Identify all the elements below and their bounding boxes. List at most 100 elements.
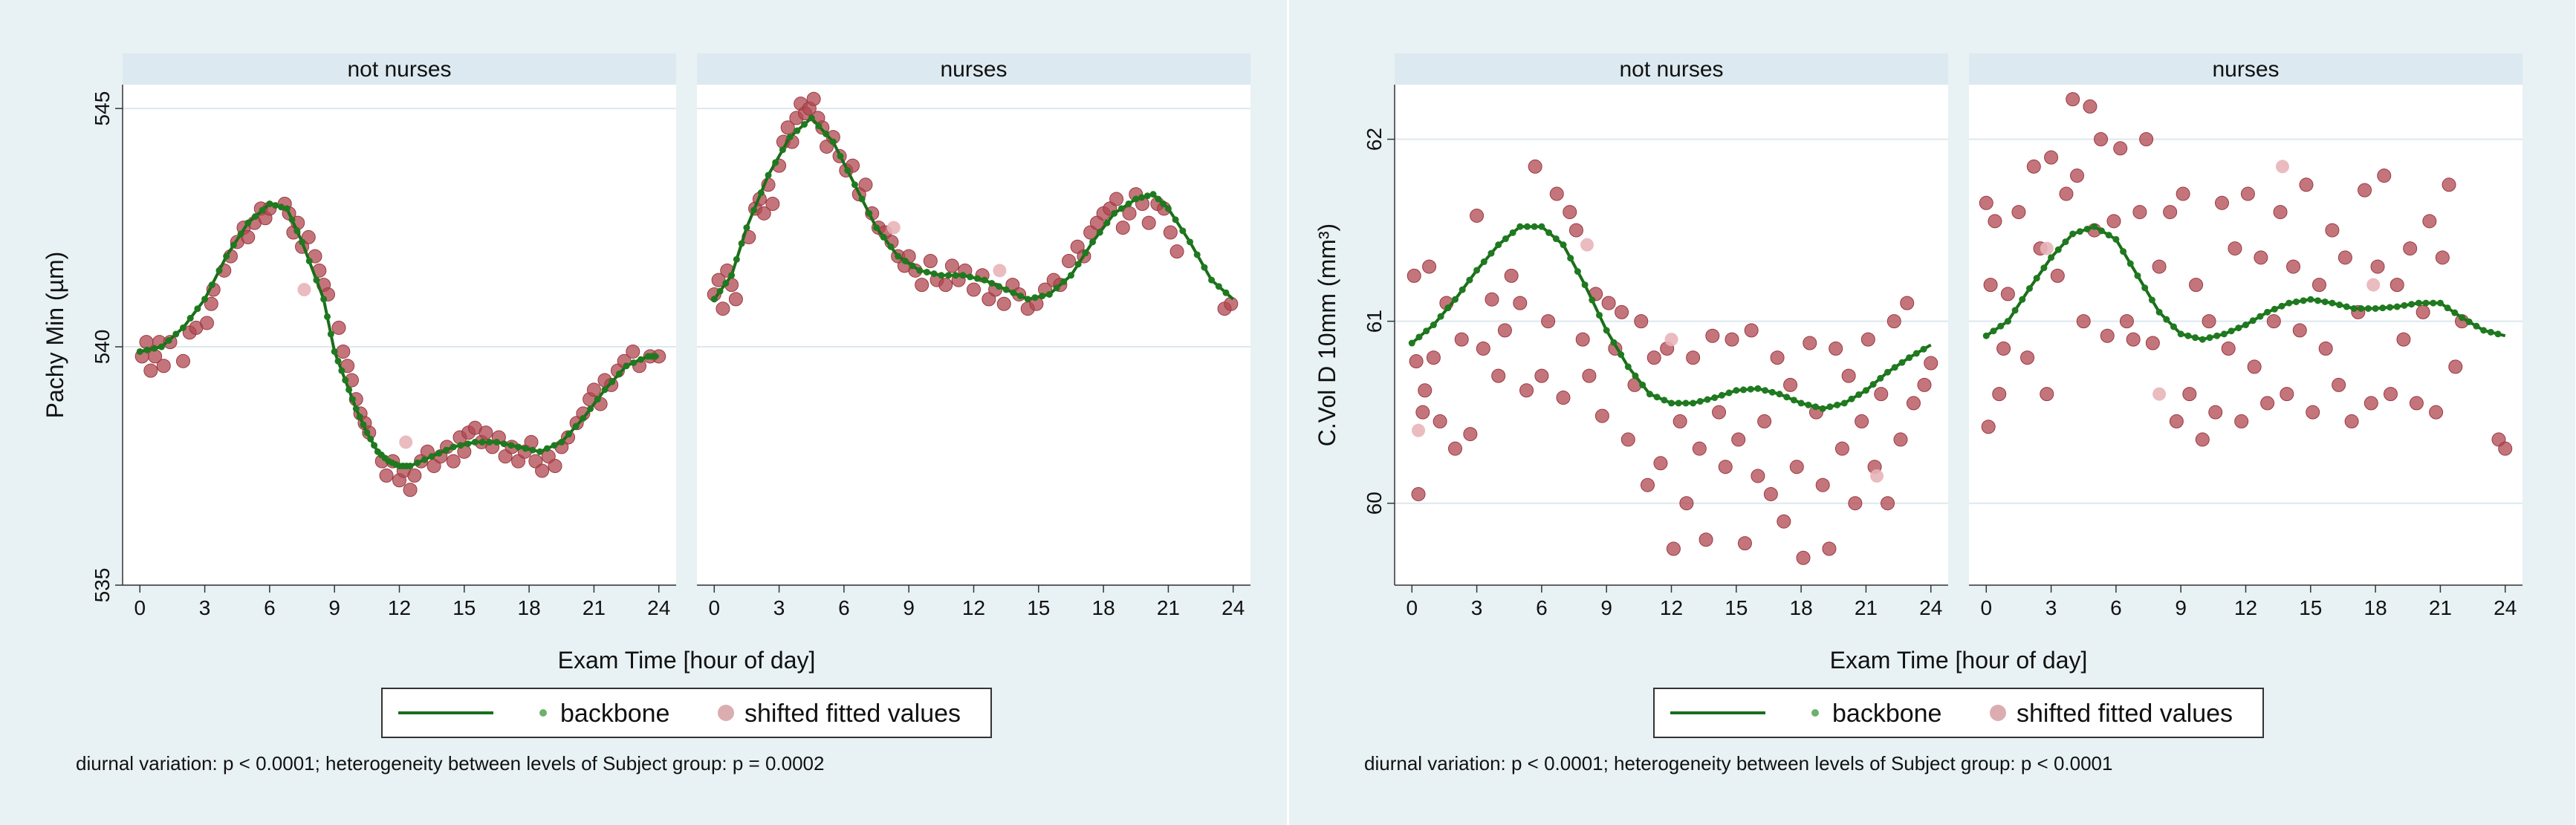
data-point	[1841, 368, 1856, 383]
data-point	[1409, 354, 1424, 369]
backbone-marker	[952, 272, 959, 279]
backbone-marker	[1776, 391, 1783, 398]
data-point	[1992, 387, 2007, 402]
data-point	[1979, 195, 1993, 210]
data-point	[1893, 432, 1908, 447]
data-point	[2311, 278, 2326, 293]
data-point	[1497, 323, 1512, 338]
x-tick-label: 24	[2494, 596, 2517, 619]
backbone-marker	[959, 272, 967, 279]
backbone-marker	[1466, 276, 1473, 284]
data-point	[2273, 205, 2288, 220]
data-point	[2254, 250, 2268, 265]
data-point	[2409, 396, 2424, 411]
backbone-marker	[1840, 400, 1848, 407]
y-tick-label: 545	[91, 91, 114, 126]
backbone-marker	[1082, 250, 1089, 257]
data-point-faded	[1580, 238, 1594, 252]
backbone-marker	[808, 114, 815, 122]
backbone-marker	[2459, 314, 2466, 322]
backbone-marker	[938, 272, 945, 279]
panel-title: nurses	[940, 57, 1007, 82]
data-point	[1988, 214, 2002, 229]
backbone-marker	[2329, 299, 2336, 307]
data-point	[2325, 223, 2340, 238]
backbone-marker	[2184, 332, 2192, 339]
data-point-faded	[297, 283, 311, 297]
backbone-marker	[2321, 298, 2329, 305]
backbone-marker	[2148, 296, 2155, 304]
data-point	[1470, 208, 1485, 223]
data-point	[1534, 368, 1549, 383]
data-point	[1725, 332, 1739, 347]
data-point	[1491, 368, 1506, 383]
x-tick-label: 6	[264, 596, 276, 619]
data-point	[1673, 414, 1687, 428]
backbone-marker	[1618, 351, 1625, 359]
data-point	[1855, 414, 1869, 428]
backbone-marker	[945, 272, 953, 279]
backbone-marker	[1805, 401, 1812, 408]
backbone-marker	[1031, 294, 1039, 301]
x-tick-label: 12	[962, 596, 985, 619]
data-point	[535, 463, 550, 478]
backbone-marker	[1053, 284, 1060, 292]
chart-2: not nurses 0 3 6 9 12 15 18 21 24 60 61 62 nurses 0 3 6 9…	[1288, 0, 2575, 825]
backbone-marker	[493, 438, 500, 446]
footnote: diurnal variation: p < 0.0001; heterogen…	[1364, 752, 2112, 775]
x-axis-title: Exam Time [hour of day]	[1830, 647, 2088, 674]
backbone-marker	[1877, 374, 1884, 382]
data-point	[716, 301, 730, 316]
backbone-marker	[2444, 304, 2451, 312]
backbone-marker	[464, 440, 472, 448]
backbone-marker	[815, 123, 823, 130]
backbone-marker	[909, 262, 916, 270]
backbone-marker	[2199, 336, 2206, 343]
legend-backbone-label: backbone	[1832, 700, 1941, 728]
backbone-marker	[2379, 304, 2387, 312]
backbone-marker	[1869, 381, 1877, 388]
data-point	[1169, 244, 1184, 259]
panel-strip	[1969, 53, 2523, 85]
backbone-marker	[320, 296, 328, 303]
data-point-faded	[2275, 160, 2289, 174]
x-tick-label: 12	[2234, 596, 2257, 619]
backbone-marker	[1912, 350, 1920, 357]
backbone-marker	[151, 345, 158, 352]
backbone-marker	[2343, 303, 2350, 310]
data-point	[139, 335, 154, 350]
backbone-marker	[1552, 235, 1560, 243]
x-tick-label: 15	[2299, 596, 2322, 619]
backbone-marker	[2264, 308, 2271, 316]
data-point	[2119, 314, 2134, 329]
x-tick-label: 9	[328, 596, 340, 619]
data-point	[2435, 250, 2450, 265]
backbone-marker	[1423, 327, 1430, 335]
data-point	[478, 425, 493, 440]
backbone-marker	[1646, 391, 1653, 398]
data-point	[2208, 405, 2223, 420]
data-point	[1763, 486, 1778, 501]
data-point	[1692, 441, 1707, 456]
data-point	[156, 359, 171, 374]
y-tick-label: 61	[1363, 310, 1386, 333]
backbone-marker	[1639, 381, 1647, 388]
data-point	[2344, 414, 2359, 428]
data-point	[2132, 205, 2147, 220]
data-point	[728, 292, 743, 307]
backbone-marker	[313, 276, 320, 284]
data-point-faded	[1412, 423, 1426, 437]
backbone-marker	[1215, 283, 1222, 290]
backbone-marker	[2408, 301, 2416, 308]
backbone-marker	[1208, 276, 1216, 284]
backbone-marker	[2126, 260, 2134, 267]
backbone-marker	[2401, 301, 2408, 309]
data-point	[1647, 350, 1661, 365]
backbone-marker	[2358, 304, 2365, 312]
backbone-marker	[587, 405, 594, 412]
data-point	[996, 296, 1011, 311]
backbone-marker	[486, 438, 493, 446]
backbone-marker	[299, 238, 306, 246]
data-point	[2221, 341, 2236, 356]
backbone-marker	[165, 336, 172, 344]
